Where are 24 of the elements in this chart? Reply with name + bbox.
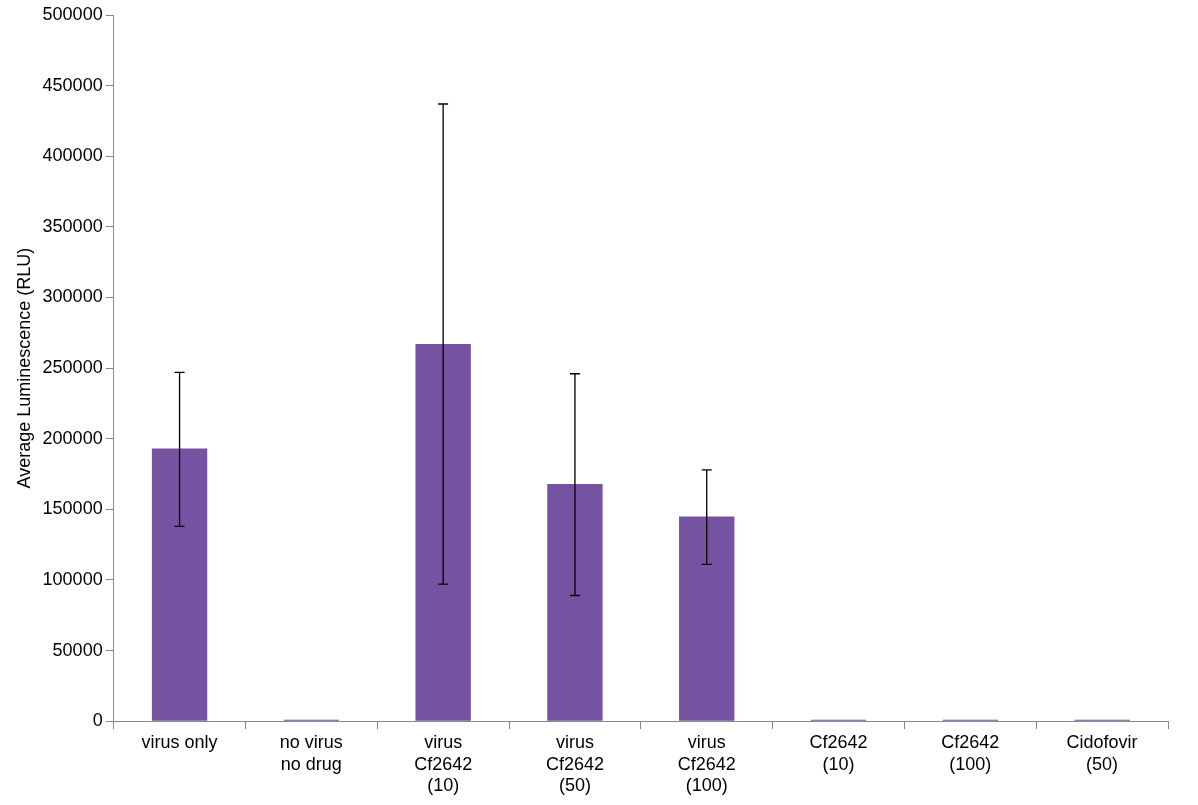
x-tick-label: virus only	[141, 731, 218, 752]
bar	[415, 344, 471, 721]
y-tick-label: 400000	[42, 145, 103, 166]
y-axis-title: Average Luminescence (RLU)	[13, 247, 34, 489]
y-tick-label: 100000	[42, 568, 103, 589]
y-tick-label: 50000	[52, 639, 103, 660]
x-tick-label: Cf2642 (100)	[941, 731, 1000, 774]
x-tick-label: virus Cf2642 (10)	[414, 731, 473, 796]
y-tick-label: 450000	[42, 74, 103, 95]
y-tick-label: 250000	[42, 357, 103, 378]
bar	[679, 516, 735, 721]
y-tick-label: 0	[92, 710, 103, 731]
y-tick-label: 200000	[42, 427, 103, 448]
y-tick-label: 150000	[42, 498, 103, 519]
y-tick-label: 500000	[42, 3, 103, 24]
x-tick-label: virus Cf2642 (100)	[677, 731, 736, 796]
y-tick-label: 300000	[42, 286, 103, 307]
bar	[151, 448, 208, 721]
bar	[547, 483, 603, 721]
x-tick-label: no virus no drug	[279, 731, 343, 774]
x-tick-label: virus Cf2642 (50)	[545, 731, 604, 796]
y-tick-label: 350000	[42, 215, 103, 236]
x-tick-label: Cidofovir (50)	[1066, 731, 1138, 774]
x-tick-label: Cf2642 (10)	[809, 731, 868, 774]
